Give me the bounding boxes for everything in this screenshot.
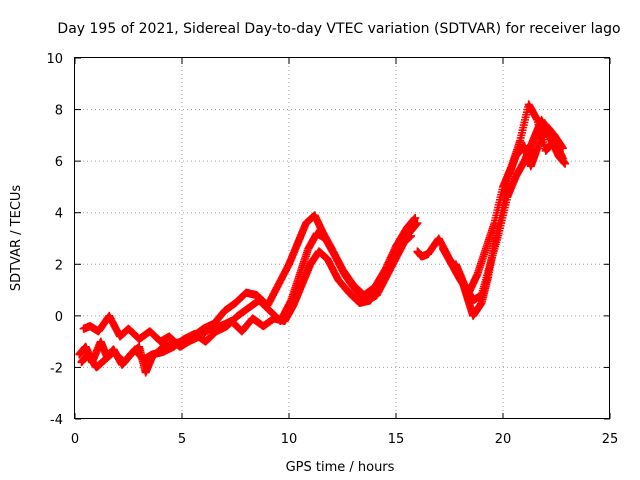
y-tick-label: 10 — [46, 52, 63, 67]
y-axis-label: SDTVAR / TECUs — [9, 185, 24, 292]
y-tick-label: 2 — [55, 258, 63, 273]
data-point-marker — [411, 213, 420, 222]
y-tick-label: 6 — [55, 155, 63, 170]
plot-frame — [74, 57, 610, 419]
chart-title: Day 195 of 2021, Sidereal Day-to-day VTE… — [57, 21, 620, 37]
y-tick-label: -4 — [50, 413, 63, 428]
series-track-c — [79, 231, 415, 351]
x-tick-label: 25 — [602, 432, 619, 447]
data-points — [75, 100, 570, 377]
x-axis-ticks: 0 5 10 15 20 25 — [71, 58, 618, 447]
x-tick-label: 0 — [71, 432, 79, 447]
y-axis-ticks: -4 -2 0 2 4 6 8 10 — [46, 52, 610, 428]
x-axis-label: GPS time / hours — [286, 460, 395, 475]
y-tick-label: 0 — [55, 310, 63, 325]
grid-lines — [75, 58, 610, 419]
x-tick-label: 20 — [495, 432, 512, 447]
x-tick-label: 10 — [281, 432, 298, 447]
series-track-f — [451, 115, 570, 305]
series-track-a — [75, 211, 420, 377]
x-tick-label: 15 — [388, 432, 405, 447]
data-point-marker — [561, 159, 570, 168]
y-tick-label: 8 — [55, 104, 63, 119]
y-tick-label: 4 — [55, 207, 63, 222]
y-tick-label: -2 — [50, 361, 63, 376]
x-tick-label: 5 — [178, 432, 186, 447]
data-point-marker — [413, 219, 422, 228]
data-point-marker — [406, 231, 415, 240]
